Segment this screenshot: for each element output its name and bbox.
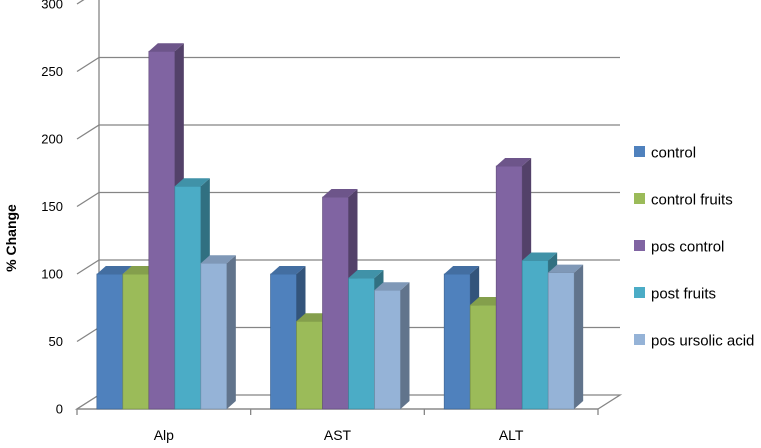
bar-pos-ursolic-acid-AST	[374, 282, 410, 410]
legend-swatch	[634, 240, 645, 251]
legend: control control fruits pos control post fru…	[634, 145, 754, 350]
legend-item: control fruits	[634, 192, 733, 209]
y-tick-label: 50	[49, 334, 63, 349]
gridline	[76, 0, 85, 5]
bar-pos-ursolic-acid-Alp	[200, 255, 236, 410]
gridline	[76, 56, 620, 73]
y-tick-label: 300	[41, 0, 63, 12]
x-tick-label: ALT	[499, 427, 524, 443]
legend-swatch	[634, 146, 645, 157]
bars	[96, 43, 584, 410]
bar-pos-control-Alp	[148, 43, 184, 410]
legend-swatch	[634, 193, 645, 204]
legend-label: control	[651, 145, 696, 162]
y-tick-label: 200	[41, 132, 63, 147]
gridline	[76, 191, 620, 208]
y-axis-title: % Change	[3, 204, 19, 272]
legend-label: post fruits	[651, 286, 716, 303]
y-tick-label: 0	[56, 402, 63, 417]
legend-swatch	[634, 334, 645, 345]
x-axis-labels: Alp AST ALT	[154, 427, 524, 443]
y-tick-label: 250	[41, 64, 63, 79]
legend-swatch	[634, 287, 645, 298]
x-tick-label: Alp	[154, 427, 174, 443]
legend-item: control	[634, 145, 696, 162]
gridline	[76, 124, 620, 140]
legend-item: pos ursolic acid	[634, 333, 754, 350]
bar-pos-ursolic-acid-ALT	[547, 264, 584, 410]
legend-item: pos control	[634, 239, 724, 256]
legend-label: control fruits	[651, 192, 733, 209]
x-tick-label: AST	[324, 427, 352, 443]
y-tick-label: 100	[41, 267, 63, 282]
gridline	[76, 259, 620, 275]
y-tick-label: 150	[41, 199, 63, 214]
legend-label: pos control	[651, 239, 724, 256]
legend-item: post fruits	[634, 286, 716, 303]
y-axis-ticks: 0 50 100 150 200 250 300	[41, 0, 63, 417]
legend-label: pos ursolic acid	[651, 333, 754, 350]
